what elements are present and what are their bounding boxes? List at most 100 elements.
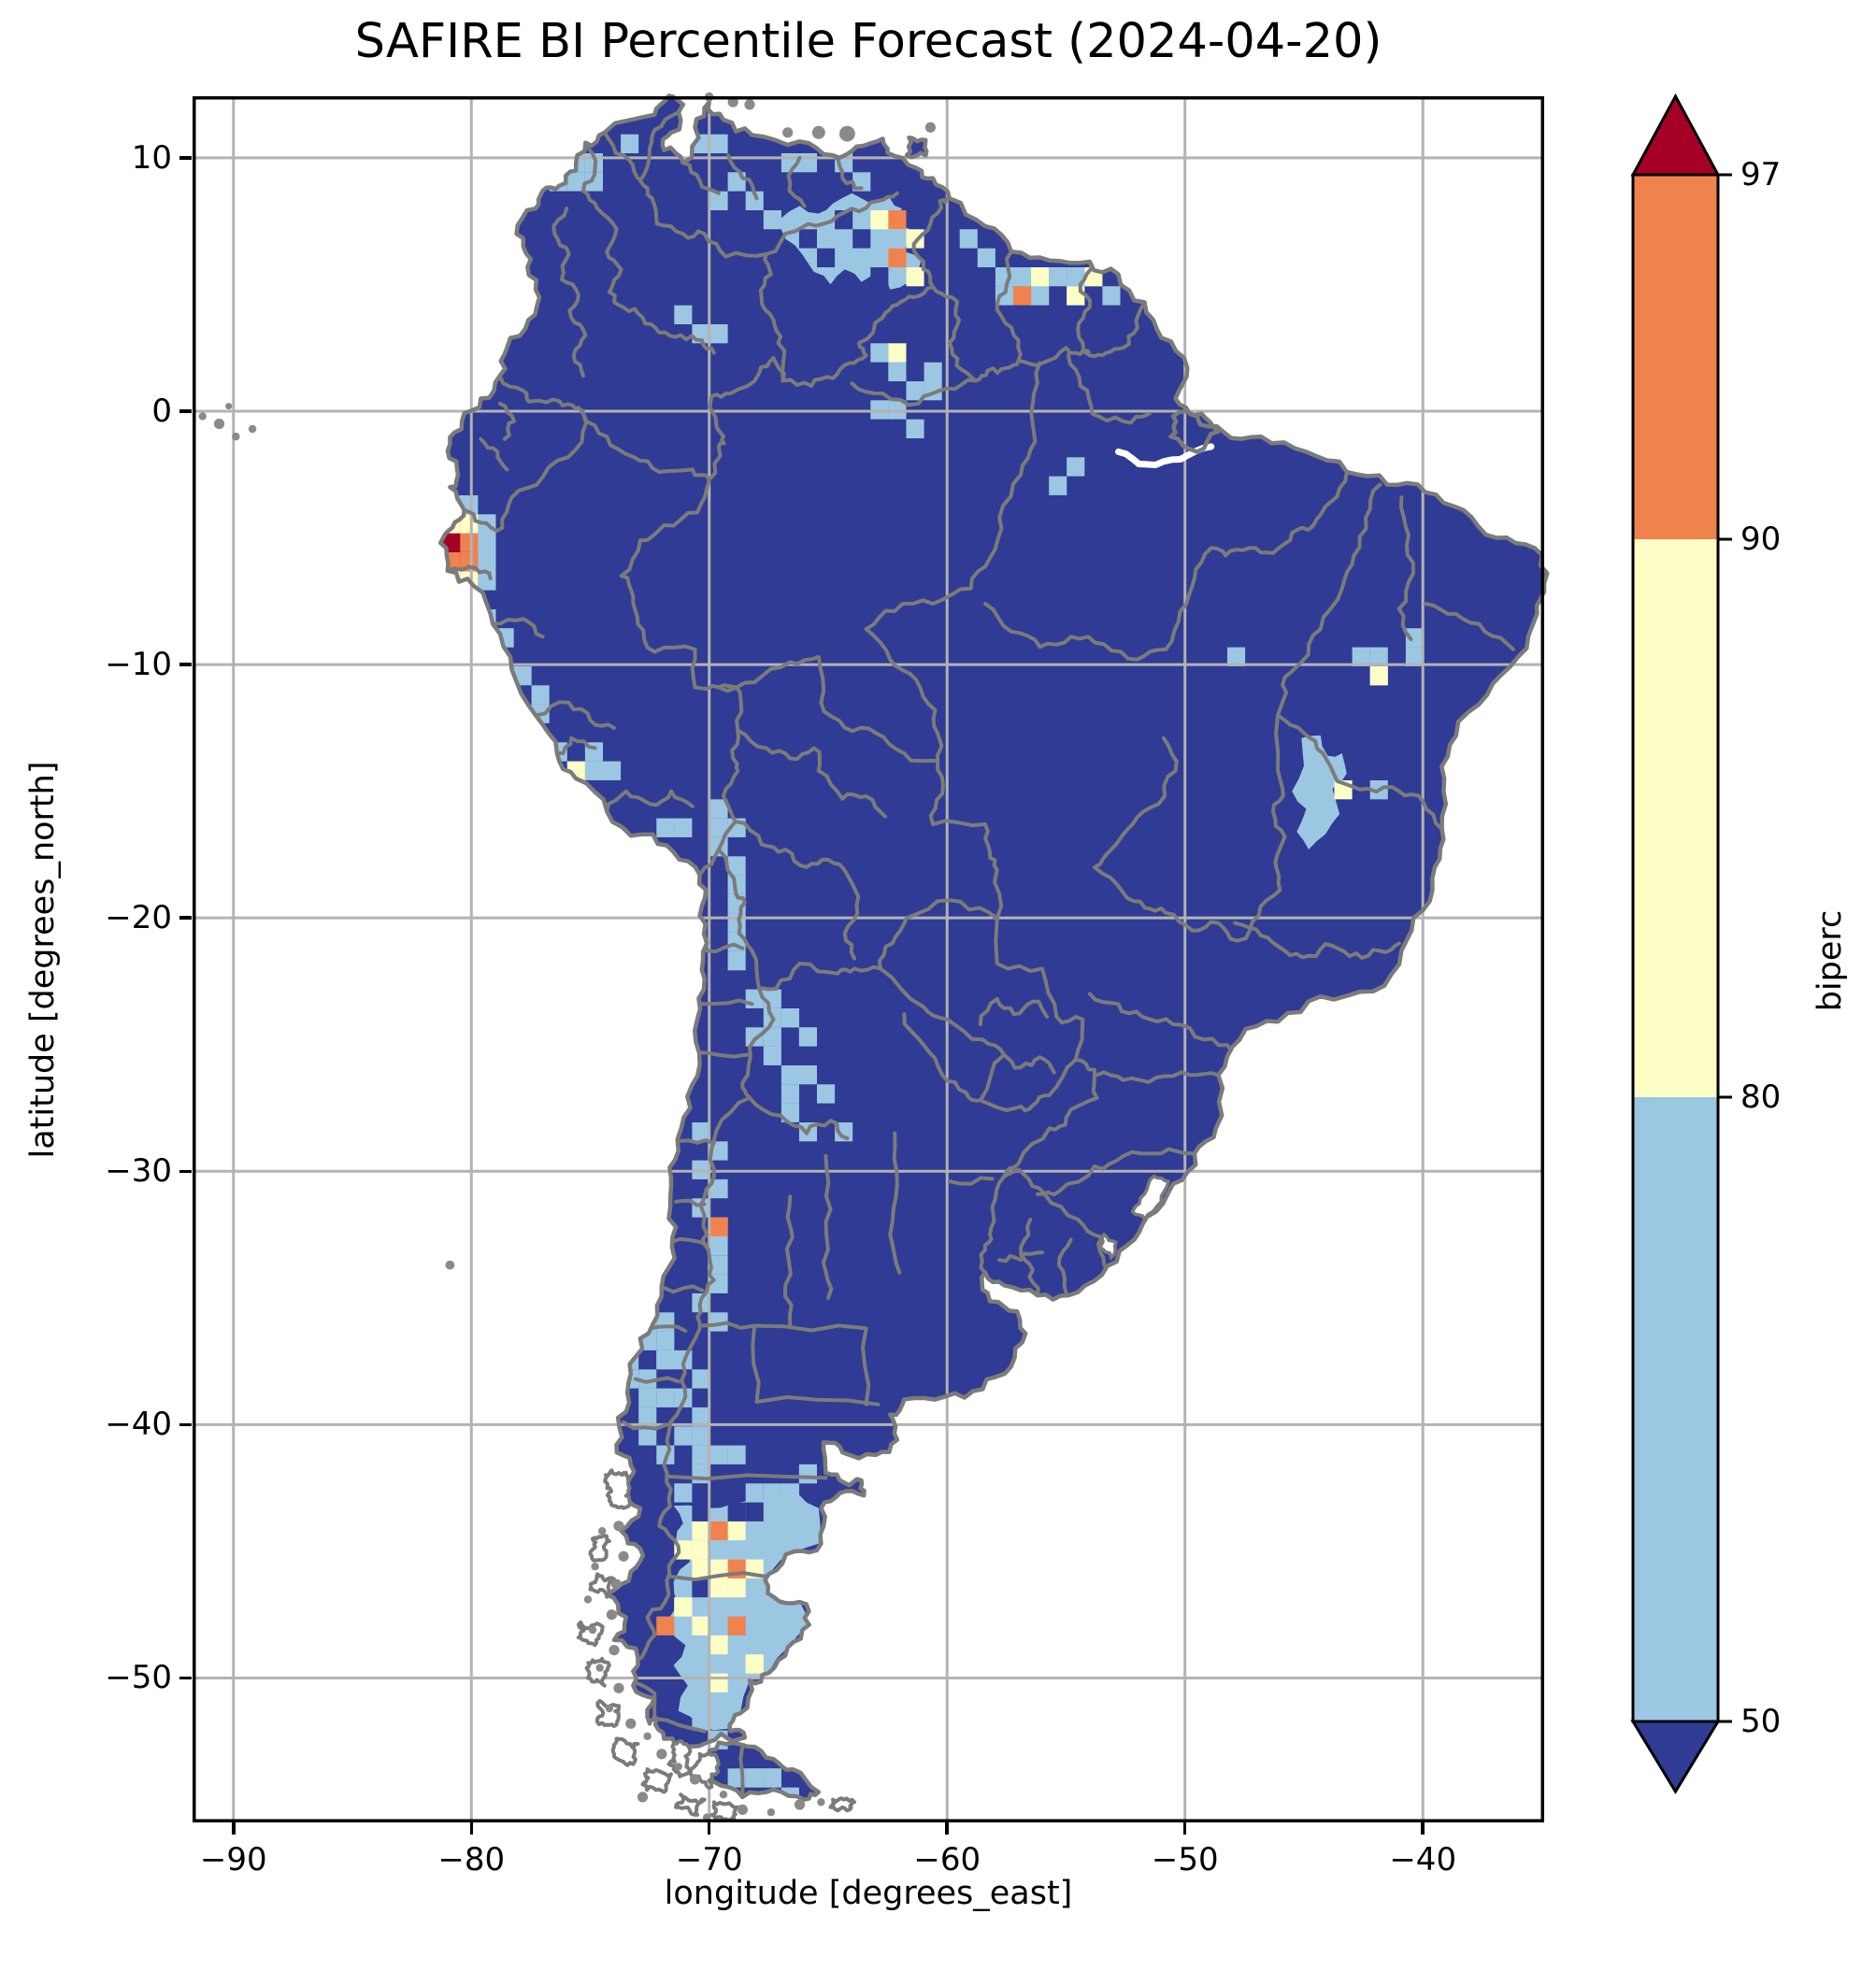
island-dot (595, 1664, 604, 1672)
admin-border (605, 789, 695, 814)
cbar-outline (1631, 173, 1720, 1723)
admin-border (736, 728, 822, 773)
island-dot (689, 1774, 701, 1785)
admin-border (748, 1095, 850, 1140)
raster-cell (888, 210, 907, 230)
raster-cell (656, 1331, 675, 1350)
raster-cell (727, 913, 746, 933)
admin-border (700, 998, 754, 1007)
cbar-tick-label: 90 (1740, 521, 1782, 558)
colorbar (1630, 93, 1732, 1794)
raster-cell (870, 267, 889, 287)
admin-border (1019, 1217, 1040, 1298)
admin-border (662, 1284, 705, 1294)
raster-cell (780, 1103, 799, 1122)
cbar-tick-label: 97 (1740, 156, 1782, 193)
raster-cell (709, 1578, 728, 1598)
raster-cell (692, 1160, 710, 1179)
admin-border (697, 1321, 761, 1404)
admin-border (674, 1198, 707, 1207)
raster-cell (798, 1464, 817, 1484)
raster-cell (656, 1388, 675, 1407)
island-dot (606, 1609, 617, 1621)
admin-border (726, 153, 759, 201)
raster-cell (692, 1711, 710, 1731)
x-tick-label: −40 (1389, 1841, 1457, 1878)
admin-border (821, 1154, 834, 1300)
fjord-island (603, 1468, 633, 1510)
island-dot (610, 1578, 623, 1590)
raster-cell (906, 381, 924, 401)
islands-layer (198, 92, 937, 1822)
raster-cell (531, 685, 550, 705)
x-tick-label: −90 (199, 1841, 267, 1878)
admin-border (888, 1131, 902, 1275)
raster-cell (1031, 267, 1050, 287)
raster-cell (709, 1255, 728, 1275)
raster-cell (924, 362, 942, 381)
fjord-island (584, 1656, 611, 1688)
y-tick-mark (179, 1422, 192, 1427)
admin-border (831, 153, 864, 191)
admin-border (754, 1323, 871, 1407)
admin-border (1093, 736, 1179, 869)
raster-cell (674, 1483, 693, 1503)
admin-border (623, 987, 776, 1734)
raster-cell (603, 761, 622, 780)
admin-border (622, 305, 716, 355)
raster-cell (656, 1350, 675, 1370)
raster-cell (442, 590, 461, 609)
island-dot (613, 1521, 624, 1532)
admin-border (669, 1571, 768, 1582)
raster-region-minas-gerais (1292, 736, 1347, 850)
admin-border (445, 564, 493, 580)
admin-border (666, 1473, 828, 1481)
cbar-under-arrow (1630, 1720, 1721, 1794)
admin-border (864, 472, 1024, 632)
admin-border (979, 1174, 1007, 1275)
raster-cell (745, 191, 764, 210)
x-tick-label: −70 (675, 1841, 743, 1878)
raster-cell (727, 1616, 746, 1635)
raster-cell (745, 1027, 764, 1047)
x-tick-label: −50 (1151, 1841, 1219, 1878)
x-tick-mark (469, 1822, 473, 1835)
admin-border (879, 966, 1078, 1113)
island-dot (198, 412, 207, 421)
admin-border (534, 700, 616, 730)
raster-cell (888, 343, 907, 363)
raster-cell (584, 761, 603, 780)
raster-cell (674, 305, 693, 324)
raster-cell (745, 1654, 764, 1674)
raster-cell (763, 1483, 781, 1503)
admin-border (1256, 713, 1287, 918)
raster-cell (1102, 286, 1121, 306)
raster-cell (817, 1084, 836, 1104)
admin-border (1093, 865, 1261, 943)
raster-cell (1405, 628, 1424, 648)
raster-cell (692, 1540, 710, 1560)
raster-cell (460, 533, 479, 552)
y-tick-mark (179, 916, 192, 920)
raster-cell (709, 1521, 728, 1541)
fjord-island (688, 1751, 721, 1790)
admin-border (679, 1138, 716, 1146)
island-dot (591, 1563, 599, 1571)
island-dot (583, 1595, 593, 1604)
raster-cell (709, 324, 728, 344)
x-tick-mark (1421, 1822, 1425, 1835)
raster-cell (692, 1426, 710, 1446)
coastline (904, 135, 929, 160)
island-dot (588, 1625, 597, 1635)
admin-border (1233, 921, 1401, 960)
admin-border (462, 411, 588, 534)
admin-borders-layer (445, 110, 1515, 1800)
admin-border (479, 436, 509, 472)
raster-cell (638, 1388, 657, 1407)
raster-cell (727, 951, 746, 971)
admin-border (1423, 602, 1515, 651)
coastline (1168, 409, 1221, 454)
fjord-island (588, 1533, 611, 1563)
raster-cell (674, 134, 693, 153)
admin-border (786, 155, 807, 208)
